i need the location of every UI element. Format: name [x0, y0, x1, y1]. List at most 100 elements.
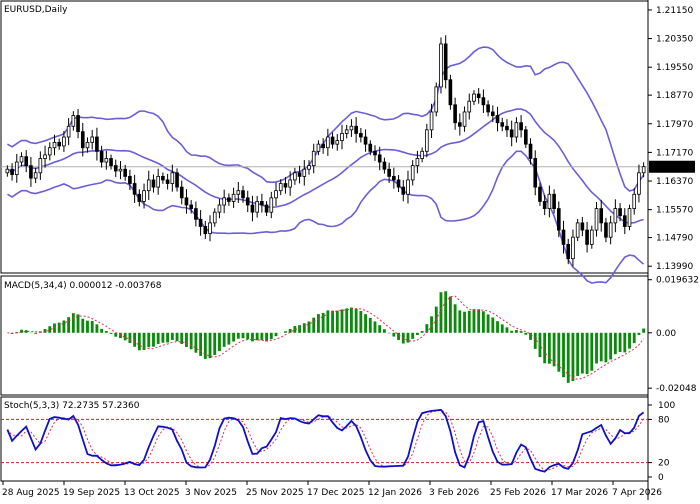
macd-bar: [171, 333, 174, 340]
candle-body: [449, 80, 452, 105]
candle-body: [223, 198, 226, 205]
candle-body: [322, 144, 325, 148]
macd-bar: [194, 333, 197, 353]
candle-body: [364, 137, 367, 144]
macd-bar: [614, 333, 617, 354]
current-price-label: 1.16769: [653, 163, 690, 173]
x-tick-label: 12 Jan 2026: [368, 488, 422, 498]
candle-body: [628, 209, 631, 227]
candle-body: [359, 133, 362, 137]
macd-bar: [270, 333, 273, 339]
macd-bar: [317, 314, 320, 333]
macd-bar: [72, 313, 75, 333]
macd-bar: [284, 331, 287, 333]
macd-bar: [91, 321, 94, 333]
x-tick-label: 3 Nov 2025: [185, 488, 237, 498]
candle-body: [350, 126, 353, 130]
macd-y-tick-label: 0.00: [656, 329, 676, 339]
price-y-tick-label: 1.15570: [656, 206, 693, 216]
candle-body: [397, 180, 400, 187]
bb-lower-line: [7, 151, 643, 283]
macd-bar: [623, 333, 626, 353]
candle-body: [473, 94, 476, 101]
macd-bar: [345, 308, 348, 332]
candle-body: [185, 198, 188, 205]
macd-bar: [510, 331, 513, 333]
candle-body: [581, 223, 584, 230]
macd-bar: [397, 333, 400, 340]
candle-body: [213, 212, 216, 223]
macd-bar: [341, 309, 344, 332]
candle-body: [270, 198, 273, 212]
candle-body: [58, 142, 61, 146]
macd-bar: [416, 333, 419, 335]
macd-bar: [110, 333, 113, 334]
candle-body: [548, 194, 551, 208]
x-tick-label: 13 Oct 2025: [124, 488, 180, 498]
candle-body: [491, 112, 494, 116]
candle-body: [392, 176, 395, 180]
macd-bar: [185, 333, 188, 347]
candle-body: [204, 226, 207, 233]
macd-bar: [590, 333, 593, 371]
stoch-y-tick-label: 80: [658, 415, 670, 425]
macd-y-tick-label: -0.02048: [656, 384, 697, 394]
macd-bar: [633, 333, 636, 343]
x-tick-label: 28 Aug 2025: [2, 488, 60, 498]
candle-body: [171, 173, 174, 184]
macd-bar: [237, 333, 240, 339]
candle-body: [638, 173, 641, 194]
macd-bar: [227, 333, 230, 345]
macd-bar: [496, 321, 499, 333]
candle-body: [520, 123, 523, 130]
candle-body: [454, 105, 457, 123]
candle-body: [6, 169, 9, 173]
candle-body: [539, 187, 542, 201]
macd-bar: [609, 333, 612, 360]
stoch-y-tick-label: 100: [658, 401, 675, 411]
candle-body: [25, 157, 28, 166]
candle-body: [275, 191, 278, 198]
candle-body: [444, 44, 447, 80]
macd-bar: [53, 323, 56, 332]
macd-bar: [383, 329, 386, 333]
candle-body: [110, 158, 113, 165]
candle-body: [176, 173, 179, 187]
candle-body: [63, 137, 66, 146]
candle-body: [477, 94, 480, 98]
candle-body: [619, 209, 622, 216]
candle-body: [345, 130, 348, 134]
x-tick-label: 19 Sep 2025: [63, 488, 120, 498]
candle-body: [232, 194, 235, 201]
macd-bar: [289, 329, 292, 333]
candle-body: [251, 205, 254, 212]
macd-bar: [506, 327, 509, 332]
macd-title: MACD(5,34,4) 0.000012 -0.003768: [4, 281, 162, 291]
candle-body: [152, 180, 155, 187]
candle-body: [468, 101, 471, 112]
candle-body: [411, 166, 414, 180]
candle-body: [600, 209, 603, 223]
candle-body: [194, 209, 197, 220]
macd-bar: [553, 333, 556, 366]
macd-bar: [463, 312, 466, 333]
candle-body: [553, 194, 556, 208]
macd-bar: [204, 333, 207, 359]
macd-bar: [336, 311, 339, 333]
candle-body: [260, 201, 263, 205]
candle-body: [11, 169, 14, 174]
macd-bar: [209, 333, 212, 358]
candle-body: [95, 137, 98, 151]
candle-body: [642, 167, 645, 173]
macd-bar: [161, 333, 164, 343]
candle-body: [633, 194, 636, 208]
x-tick-label: 25 Nov 2025: [246, 488, 304, 498]
candle-body: [496, 116, 499, 123]
macd-bar: [303, 323, 306, 333]
candle-body: [317, 144, 320, 151]
macd-bar: [576, 333, 579, 376]
candle-body: [237, 191, 240, 195]
candle-body: [77, 116, 80, 132]
macd-bar: [473, 309, 476, 333]
